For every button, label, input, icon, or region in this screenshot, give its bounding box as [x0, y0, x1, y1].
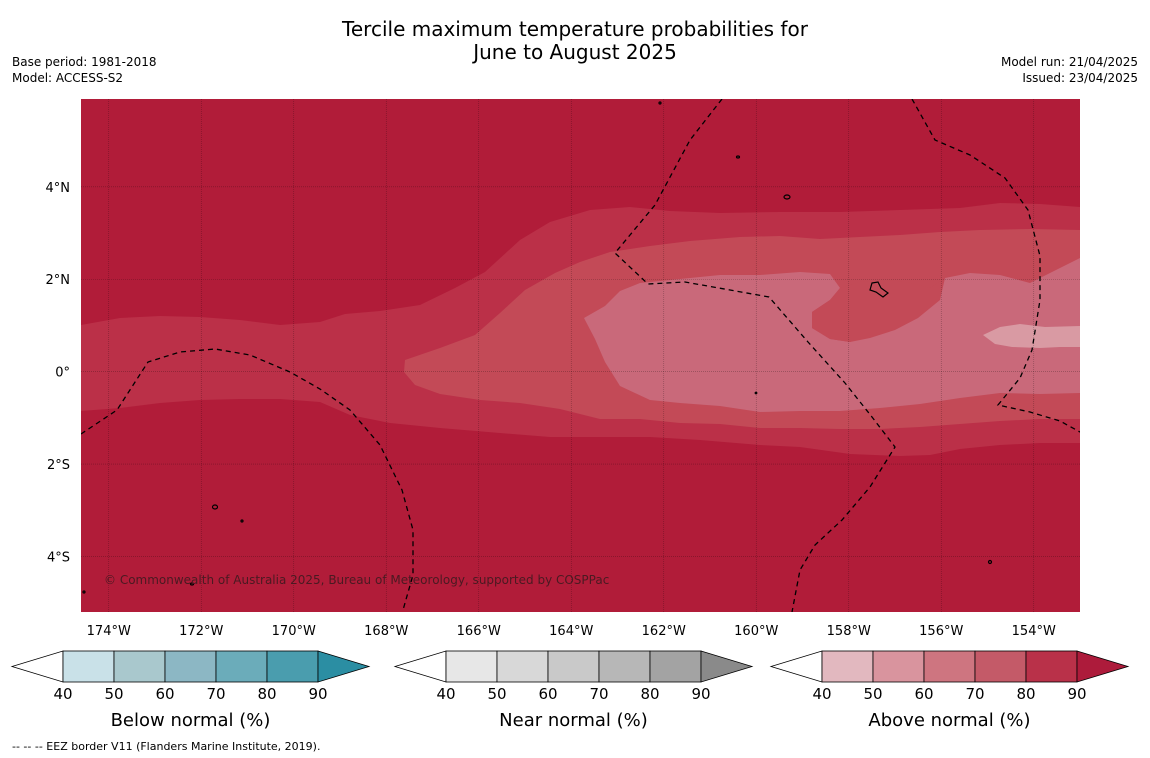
colorbar-tick-label: 50: [863, 685, 882, 703]
colorbar-2: 40 50 60 70 80 90 Near normal (%): [393, 650, 754, 731]
colorbar-segment: [649, 650, 702, 683]
island-5: [211, 504, 219, 510]
eez-footnote: -- -- -- EEZ border V11 (Flanders Marine…: [12, 740, 321, 753]
colorbar-tick-label: 70: [206, 685, 225, 703]
island-4: [869, 281, 889, 298]
colorbar-tick-label: 60: [538, 685, 557, 703]
lon-axis-labels: 174°W 172°W 170°W 168°W 166°W 164°W 162°W 160°W…: [87, 624, 1056, 639]
gridlines: [81, 99, 1080, 612]
colorbar-3: 40 50 60 70 80 90 Above normal (%): [769, 650, 1130, 731]
island-9: [754, 391, 758, 395]
base-period-text: Base period: 1981-2018: [12, 55, 157, 69]
lon-tick-label: 154°W: [1012, 624, 1056, 639]
lat-tick-label: 2°N: [46, 273, 71, 288]
map-plot-area: © Commonwealth of Australia 2025, Bureau…: [81, 99, 1080, 612]
colorbar-tick-label: 40: [436, 685, 455, 703]
colorbar-segment: [923, 650, 976, 683]
eez-border-east: [911, 99, 1080, 433]
lat-tick-label: 0°: [55, 366, 70, 381]
colorbar-segment: [872, 650, 925, 683]
eez-border-west: [81, 348, 414, 611]
copyright-text: © Commonwealth of Australia 2025, Bureau…: [104, 573, 609, 587]
colorbar-segment: [1025, 650, 1078, 683]
model-run-text: Model run: 21/04/2025: [1000, 55, 1138, 69]
colorbar-segment: [974, 650, 1027, 683]
islands: [82, 101, 993, 594]
band-above-70-patch: [812, 278, 945, 342]
title-line-1: Tercile maximum temperature probabilitie…: [342, 17, 808, 41]
lon-tick-label: 164°W: [549, 624, 593, 639]
colorbar-segment: [62, 650, 115, 683]
colorbar-tick-label: 60: [155, 685, 174, 703]
lon-tick-label: 172°W: [179, 624, 223, 639]
band-above-70-patch-small: [880, 261, 895, 266]
band-above-50: [983, 324, 1080, 348]
colorbar-tick-label: 80: [640, 685, 659, 703]
colorbar-tick-label: 60: [914, 685, 933, 703]
colorbar-low-arrow: [769, 650, 823, 683]
lon-tick-label: 156°W: [919, 624, 963, 639]
island-1: [783, 194, 791, 200]
issued-text: Issued: 23/04/2025: [1022, 71, 1138, 85]
colorbar-tick-label: 50: [487, 685, 506, 703]
colorbar-tick-label: 70: [965, 685, 984, 703]
lon-tick-label: 162°W: [642, 624, 686, 639]
colorbar-tick-label: 90: [308, 685, 327, 703]
colorbar-tick-label: 40: [812, 685, 831, 703]
colorbar-high-arrow: [1076, 650, 1130, 683]
island-7: [189, 582, 195, 586]
figure-title: Tercile maximum temperature probabilitie…: [0, 18, 1150, 64]
colorbar-tick-label: 80: [1016, 685, 1035, 703]
colorbar-high-arrow: [317, 650, 371, 683]
colorbar-title: Near normal (%): [499, 710, 648, 731]
colorbars: 40 50 60 70 80 90 Below normal (%) 40 50 60 70 80 90…: [10, 650, 1130, 731]
colorbar-tick-label: 90: [1067, 685, 1086, 703]
colorbar-segment: [496, 650, 549, 683]
colorbar-segment: [266, 650, 319, 683]
lon-tick-label: 174°W: [87, 624, 131, 639]
title-line-2: June to August 2025: [473, 40, 677, 64]
colorbar-segment: [164, 650, 217, 683]
island-10: [82, 590, 86, 594]
eez-borders: [81, 99, 1080, 612]
colorbar-low-arrow: [393, 650, 447, 683]
lon-tick-label: 168°W: [364, 624, 408, 639]
lon-tick-label: 166°W: [457, 624, 501, 639]
colorbar-title: Below normal (%): [111, 710, 271, 731]
lat-tick-label: 2°S: [47, 458, 70, 473]
meta-left: Base period: 1981-2018 Model: ACCESS-S2: [12, 54, 157, 86]
lon-tick-label: 160°W: [734, 624, 778, 639]
colorbar-tick-label: 50: [104, 685, 123, 703]
colorbar-1: 40 50 60 70 80 90 Below normal (%): [10, 650, 371, 731]
colorbar-segment: [547, 650, 600, 683]
lat-tick-label: 4°S: [47, 551, 70, 566]
model-text: Model: ACCESS-S2: [12, 71, 124, 85]
colorbar-title: Above normal (%): [868, 710, 1030, 731]
colorbar-tick-label: 80: [257, 685, 276, 703]
colorbar-segment: [821, 650, 874, 683]
colorbar-segment: [215, 650, 268, 683]
band-above-60: [584, 258, 1080, 412]
colorbar-segment: [445, 650, 498, 683]
meta-right: Model run: 21/04/2025 Issued: 23/04/2025: [1001, 54, 1138, 86]
colorbar-tick-label: 90: [691, 685, 710, 703]
lat-tick-label: 4°N: [46, 181, 71, 196]
colorbar-segment: [598, 650, 651, 683]
eez-border-central: [614, 99, 896, 612]
colorbar-high-arrow: [700, 650, 754, 683]
colorbar-tick-label: 40: [53, 685, 72, 703]
lon-tick-label: 158°W: [827, 624, 871, 639]
colorbar-segment: [113, 650, 166, 683]
island-8: [987, 559, 993, 565]
lat-axis-labels: 4°N 2°N 0° 2°S 4°S: [46, 181, 71, 566]
lon-tick-label: 170°W: [272, 624, 316, 639]
colorbar-tick-label: 70: [589, 685, 608, 703]
colorbar-low-arrow: [10, 650, 64, 683]
island-6: [240, 519, 244, 523]
island-2: [735, 155, 741, 159]
island-3: [658, 101, 662, 105]
